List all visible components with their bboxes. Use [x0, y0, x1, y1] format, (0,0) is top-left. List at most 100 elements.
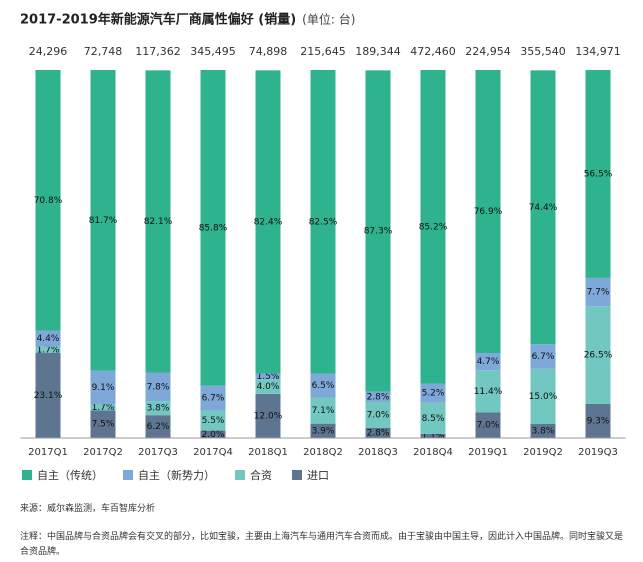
bar-segment: [475, 412, 501, 438]
total-label: 345,495: [190, 45, 236, 58]
bar-segment: [200, 385, 226, 411]
x-tick-label: 2017Q3: [138, 447, 178, 458]
x-tick-label: 2019Q1: [468, 447, 508, 458]
bar-segment: [365, 401, 391, 428]
data-label: 23.1%: [34, 391, 63, 401]
data-label: 70.8%: [34, 196, 63, 206]
bar-segment: [585, 70, 611, 278]
bar-segment: [200, 70, 226, 386]
bar-segment: [475, 70, 501, 353]
data-label: 1.7%: [92, 403, 115, 413]
data-label: 3.8%: [147, 404, 170, 414]
bar-segment: [200, 430, 226, 438]
bar-segment: [145, 70, 171, 373]
total-label: 189,344: [355, 45, 401, 58]
data-label: 4.4%: [37, 334, 60, 344]
data-label: 81.7%: [89, 216, 118, 226]
bar-segment: [585, 306, 611, 404]
data-label: 3.9%: [312, 426, 335, 436]
bar-segment: [310, 70, 336, 374]
data-label: 74.4%: [529, 203, 558, 213]
bar-segment: [145, 401, 171, 416]
data-label: 7.5%: [92, 420, 115, 430]
data-label: 1.1%: [422, 431, 445, 441]
data-label: 8.5%: [422, 414, 445, 424]
x-tick-label: 2019Q2: [523, 447, 563, 458]
total-label: 472,460: [410, 45, 456, 58]
data-label: 7.0%: [477, 421, 500, 431]
data-label: 7.7%: [587, 288, 610, 298]
x-tick-label: 2017Q1: [28, 447, 68, 458]
data-label: 82.5%: [309, 217, 338, 227]
data-label: 1.5%: [257, 372, 280, 382]
data-label: 4.7%: [477, 357, 500, 367]
bar-segment: [255, 70, 281, 374]
data-label: 85.8%: [199, 223, 228, 233]
bar-segment: [420, 402, 446, 434]
data-label: 76.9%: [474, 207, 503, 217]
total-label: 117,362: [135, 45, 181, 58]
bar-segment: [530, 70, 556, 345]
bar-segment: [35, 330, 61, 347]
source: 来源：威尔森监测，车百智库分析: [20, 504, 156, 514]
x-tick-label: 2019Q3: [578, 447, 618, 458]
total-label: 134,971: [575, 45, 621, 58]
data-label: 2.0%: [202, 430, 225, 440]
bar-segment: [310, 423, 336, 438]
bar-segment: [530, 424, 556, 438]
legend-label: 自主（传统）: [37, 469, 103, 482]
x-tick-label: 2017Q4: [193, 447, 233, 458]
legend-swatch: [123, 470, 133, 480]
data-label: 12.0%: [254, 411, 283, 421]
bar-segment: [420, 70, 446, 384]
total-label: 355,540: [520, 45, 566, 58]
total-label: 24,296: [29, 45, 68, 58]
data-label: 7.0%: [367, 410, 390, 420]
data-label: 6.2%: [147, 422, 170, 432]
legend-swatch: [235, 470, 245, 480]
bar-segment: [90, 404, 116, 411]
bar-segment: [90, 410, 116, 438]
bar-segment: [310, 397, 336, 424]
legend-label: 进口: [307, 469, 329, 482]
x-tick-label: 2017Q2: [83, 447, 123, 458]
legend-label: 自主（新势力）: [138, 468, 215, 482]
bar-segment: [200, 410, 226, 431]
data-label: 82.1%: [144, 217, 173, 227]
x-tick-label: 2018Q4: [413, 447, 453, 458]
data-label: 2.8%: [367, 392, 390, 402]
bar-segment: [145, 372, 171, 402]
chart: 2017-2019年新能源汽车厂商属性偏好 (销量) (单位: 台) 23.1%…: [20, 12, 626, 482]
data-label: 87.3%: [364, 227, 393, 237]
data-label: 6.7%: [202, 394, 225, 404]
data-label: 82.4%: [254, 217, 283, 227]
bar-segment: [255, 373, 281, 380]
bar-segment: [365, 70, 391, 392]
x-tick-label: 2018Q1: [248, 447, 288, 458]
total-label: 74,898: [249, 45, 288, 58]
data-label: 5.2%: [422, 389, 445, 399]
legend-label: 合资: [250, 468, 272, 482]
bar-segment: [475, 370, 501, 413]
x-tick-label: 2018Q2: [303, 447, 343, 458]
data-label: 2.8%: [367, 428, 390, 438]
bar-segment: [90, 70, 116, 371]
chart-title: 2017-2019年新能源汽车厂商属性偏好 (销量): [20, 12, 296, 28]
total-label: 72,748: [84, 45, 123, 58]
bar-segment: [310, 373, 336, 398]
bar-segment: [90, 370, 116, 405]
total-label: 215,645: [300, 45, 346, 58]
data-label: 56.5%: [584, 169, 613, 179]
data-label: 11.4%: [474, 387, 503, 397]
data-label: 6.7%: [532, 352, 555, 362]
data-label: 3.8%: [532, 427, 555, 437]
data-label: 9.1%: [92, 383, 115, 393]
bar-segment: [585, 277, 611, 307]
legend-swatch: [22, 470, 32, 480]
chart-subtitle: (单位: 台): [302, 12, 355, 27]
bar-segment: [145, 415, 171, 438]
bar-segment: [35, 70, 61, 331]
legend-swatch: [292, 470, 302, 480]
x-tick-label: 2018Q3: [358, 447, 398, 458]
data-label: 9.3%: [587, 416, 610, 426]
